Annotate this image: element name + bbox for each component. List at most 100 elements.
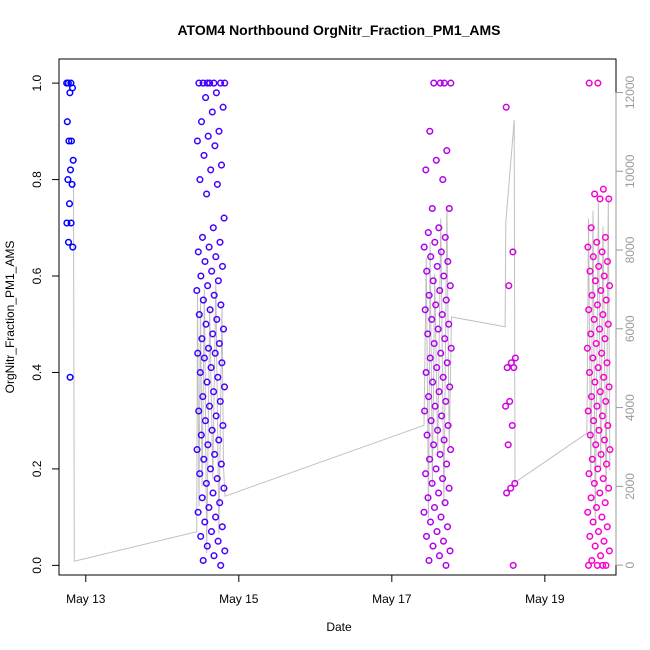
data-point: [439, 373, 447, 381]
data-point: [197, 532, 205, 540]
data-point: [423, 431, 431, 439]
data-point: [584, 508, 592, 516]
data-point: [601, 499, 609, 507]
data-point: [587, 494, 595, 502]
data-point: [207, 166, 215, 174]
data-point: [205, 243, 213, 251]
data-point: [63, 219, 71, 227]
data-point: [425, 291, 433, 299]
data-point: [210, 291, 218, 299]
data-point: [213, 180, 221, 188]
data-point: [217, 460, 225, 468]
data-point: [426, 518, 435, 526]
data-point: [502, 402, 510, 410]
x-axis-label: Date: [326, 620, 352, 634]
data-point: [420, 243, 428, 251]
data-point: [445, 320, 453, 328]
data-point: [596, 195, 604, 203]
y-tick-label: 1.0: [30, 74, 44, 91]
plot-frame: [58, 58, 617, 576]
data-point: [605, 484, 613, 492]
data-point: [218, 262, 227, 270]
data-point: [600, 373, 608, 381]
y-tick-label: 0.6: [30, 267, 44, 284]
y-tick-label: 0.4: [30, 364, 44, 381]
data-point: [215, 436, 223, 444]
data-point: [425, 556, 433, 565]
data-point: [605, 547, 613, 555]
data-point: [213, 475, 221, 483]
data-point: [425, 393, 433, 401]
data-point: [213, 315, 221, 323]
data-point: [597, 286, 605, 295]
data-point: [437, 513, 445, 521]
y-tick-label: 0.0: [30, 557, 44, 574]
data-point: [447, 344, 455, 352]
data-point: [64, 238, 73, 246]
data-point: [597, 552, 605, 560]
x-tick-label: May 19: [525, 592, 565, 606]
data-point: [510, 364, 518, 372]
data-point: [423, 267, 431, 275]
data-point: [438, 412, 446, 420]
data-point: [422, 470, 430, 478]
data-point: [197, 431, 205, 439]
data-point: [200, 354, 208, 362]
x-tick-label: May 15: [219, 592, 259, 606]
data-point: [587, 330, 595, 338]
data-point: [594, 528, 603, 536]
data-point: [209, 489, 217, 497]
data-point: [442, 296, 450, 304]
data-point: [606, 282, 614, 290]
data-point: [211, 349, 219, 357]
data-point: [67, 137, 76, 145]
data-point: [602, 460, 611, 468]
data-point: [215, 339, 223, 348]
data-point: [68, 180, 76, 188]
data-point: [217, 161, 226, 169]
data-point: [214, 277, 222, 285]
data-point: [437, 248, 445, 256]
data-point: [198, 233, 207, 241]
data-point: [199, 556, 207, 565]
altitude-line-layer: [73, 120, 611, 562]
y-tick-label: 0.2: [30, 460, 44, 477]
data-point: [440, 436, 448, 444]
data-point: [435, 388, 443, 396]
data-point: [595, 262, 603, 270]
data-point: [436, 286, 444, 295]
data-point: [65, 200, 74, 208]
data-point: [605, 383, 613, 391]
data-point: [66, 166, 75, 174]
data-point: [592, 339, 600, 348]
data-point: [591, 190, 599, 198]
data-point: [441, 499, 449, 507]
data-point: [210, 388, 218, 396]
data-point: [589, 518, 597, 526]
scatter-point-layer: [63, 79, 614, 569]
data-point: [436, 450, 444, 458]
data-point: [69, 156, 77, 164]
data-point: [195, 311, 203, 319]
data-point: [65, 137, 73, 145]
data-point: [598, 349, 606, 357]
data-point: [424, 229, 432, 237]
data-point: [433, 364, 441, 372]
data-point: [201, 257, 209, 266]
data-point: [197, 272, 205, 280]
data-point: [432, 156, 440, 164]
data-point: [203, 79, 211, 87]
data-point: [422, 368, 430, 377]
data-point: [599, 185, 607, 193]
data-point: [431, 402, 439, 410]
data-point: [195, 79, 203, 87]
data-point: [194, 248, 202, 256]
data-point: [218, 359, 226, 367]
data-point: [597, 450, 605, 458]
data-point: [204, 441, 212, 449]
data-point: [422, 166, 430, 174]
y2-tick-label: 8000: [623, 236, 637, 263]
data-point: [420, 508, 428, 516]
data-point: [210, 79, 218, 87]
data-point: [426, 127, 434, 135]
